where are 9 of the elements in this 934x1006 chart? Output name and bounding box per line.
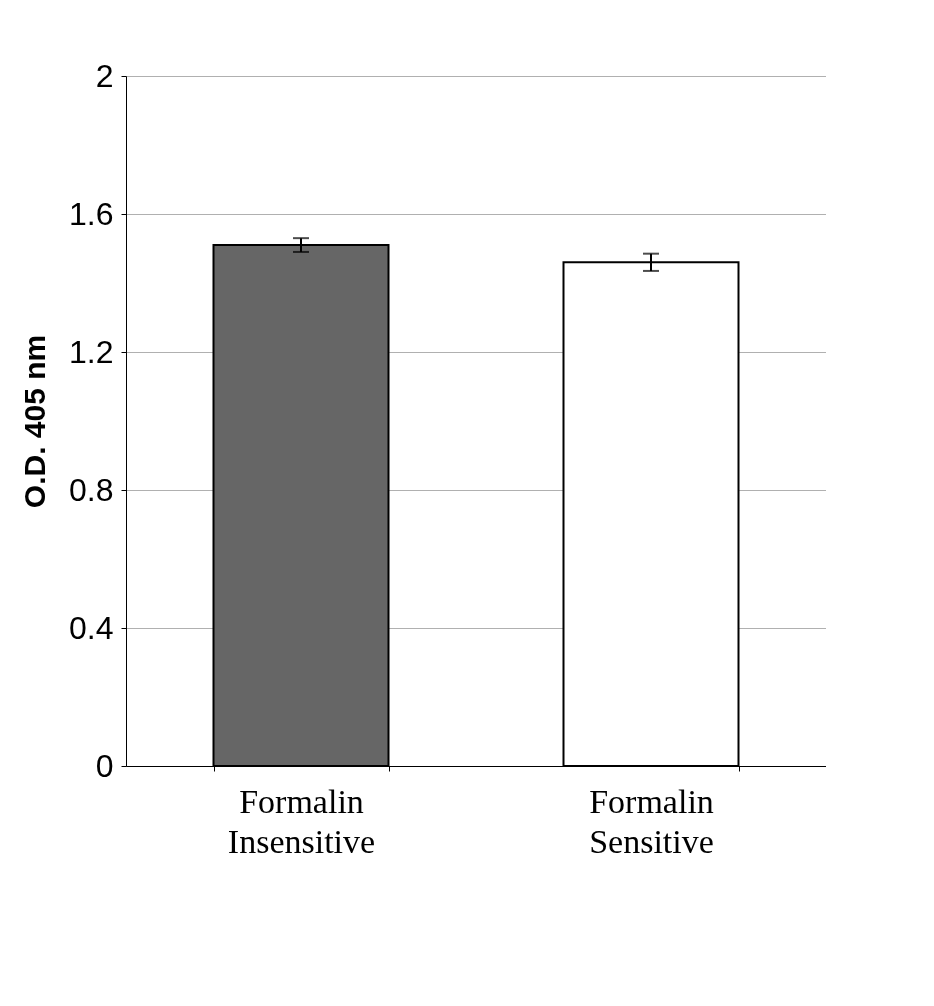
x-tick-label: Formalin Sensitive [589,782,714,860]
x-tick-label: Formalin Insensitive [227,782,376,860]
y-axis-title: O.D. 405 nm [18,334,52,509]
y-tick-label: 0.8 [69,471,114,508]
y-tick-label: 2 [95,57,114,94]
y-tick-label: 0 [95,747,114,784]
y-tick-label: 0.4 [69,609,114,646]
y-tick-label: 1.6 [69,195,114,232]
y-tick-label: 1.2 [69,333,114,370]
